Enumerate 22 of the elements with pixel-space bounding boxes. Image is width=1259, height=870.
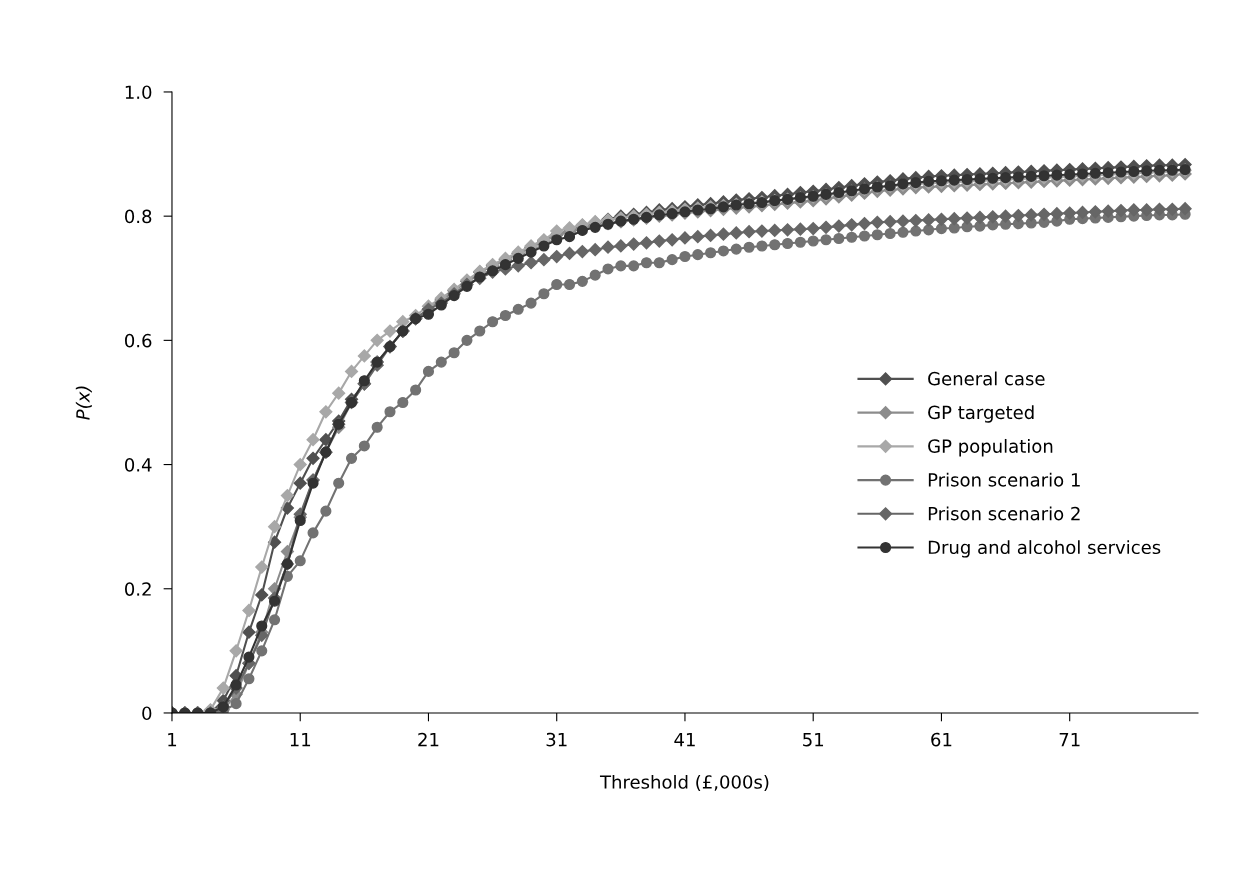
x-tick-label: 11 [290, 732, 311, 747]
legend-label: Drug and alcohol services [928, 540, 1161, 558]
legend-label: GP targeted [928, 405, 1034, 423]
legend-label: Prison scenario 2 [928, 506, 1080, 521]
legend-label: GP population [928, 438, 1053, 457]
legend-label: Prison scenario 1 [928, 472, 1080, 487]
x-tick-label: 61 [931, 732, 952, 747]
legend-label: General case [928, 371, 1045, 386]
x-tick-label: 21 [418, 732, 439, 747]
y-tick-label: 1.0 [125, 85, 152, 100]
y-tick-label: 0 [142, 706, 152, 721]
x-tick-label: 41 [674, 732, 695, 747]
y-axis-title: P(x) [75, 386, 92, 420]
y-tick-label: 0.2 [125, 582, 151, 596]
x-tick-label: 31 [546, 732, 567, 747]
y-tick-label: 0.4 [125, 458, 152, 472]
y-tick-label: 0.6 [125, 333, 152, 348]
x-tick-label: 71 [1059, 732, 1080, 747]
x-axis-title: Threshold (£,000s) [599, 774, 769, 791]
x-tick-label: 1 [168, 732, 177, 747]
y-tick-label: 0.8 [125, 209, 152, 224]
x-tick-label: 51 [803, 732, 824, 747]
